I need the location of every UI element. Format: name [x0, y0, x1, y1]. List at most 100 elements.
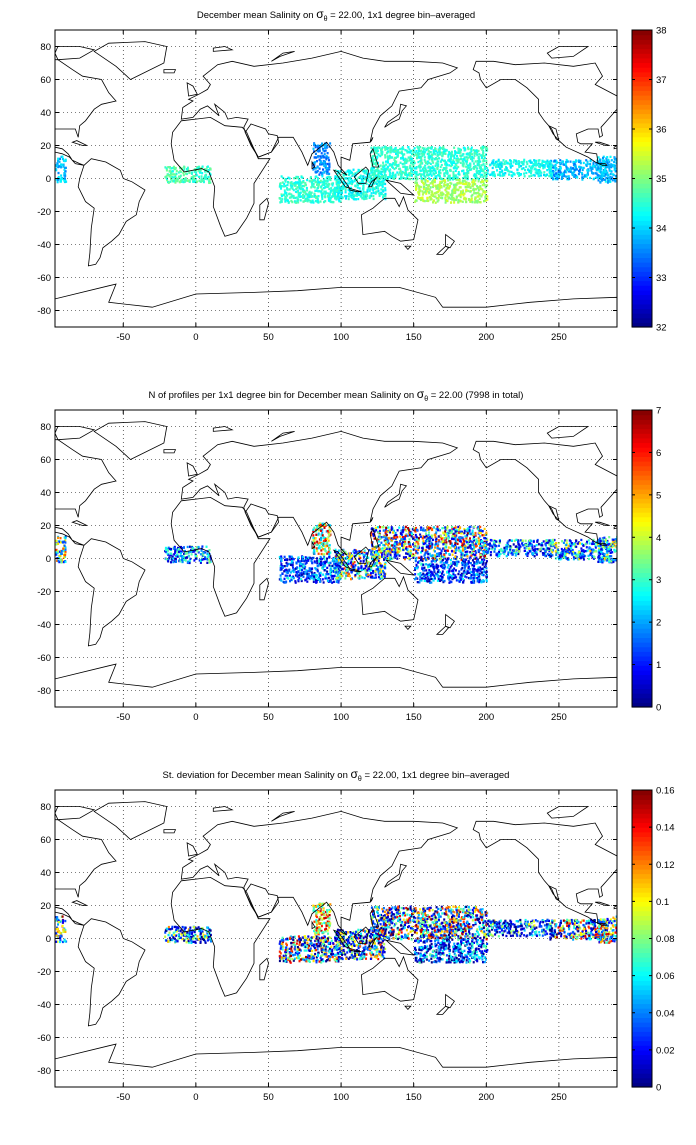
data-cell [306, 189, 308, 191]
data-cell [375, 192, 377, 194]
data-cell [478, 159, 480, 161]
data-cell [430, 186, 432, 188]
data-cell [62, 156, 64, 158]
data-cell [579, 542, 581, 544]
data-cell [426, 172, 428, 174]
data-cell [328, 192, 330, 194]
data-cell [572, 172, 574, 174]
data-cell [57, 537, 59, 539]
data-cell [460, 182, 462, 184]
data-cell [378, 540, 380, 542]
data-cell [578, 173, 580, 175]
data-cell [381, 151, 383, 153]
data-cell [370, 572, 372, 574]
data-cell [603, 160, 605, 162]
data-cell [326, 567, 328, 569]
data-cell [196, 181, 198, 183]
data-cell [55, 554, 57, 556]
data-cell [415, 185, 417, 187]
data-cell [402, 157, 404, 159]
data-cell [193, 550, 195, 552]
data-cell [351, 555, 353, 557]
data-cell [592, 165, 594, 167]
data-cell [611, 159, 613, 161]
data-cell [524, 175, 526, 177]
data-cell [395, 161, 397, 163]
data-cell [562, 553, 564, 555]
data-cell [456, 179, 458, 181]
data-cell [208, 182, 210, 184]
data-cell [431, 154, 433, 156]
data-cell [337, 192, 339, 194]
data-cell [376, 568, 378, 570]
data-cell [562, 549, 564, 551]
y-tick-label: 60 [40, 75, 51, 86]
data-cell [203, 552, 205, 554]
data-cell [384, 189, 386, 191]
data-cell [409, 159, 411, 161]
data-cell [582, 169, 584, 171]
colorbar-tick-label: 37 [656, 75, 667, 86]
data-cell [455, 170, 457, 172]
data-cell [494, 173, 496, 175]
data-cell [321, 188, 323, 190]
data-cell [351, 180, 353, 182]
data-cell [332, 195, 334, 197]
data-cell [397, 529, 399, 531]
data-cell [410, 168, 412, 170]
data-cell [446, 164, 448, 166]
data-cell [325, 157, 327, 159]
data-cell [300, 563, 302, 565]
data-cell [472, 160, 474, 162]
data-cell [517, 173, 519, 175]
data-cell [409, 165, 411, 167]
data-cell [573, 543, 575, 545]
data-cell [590, 169, 592, 171]
data-cell [565, 161, 567, 163]
data-cell [610, 173, 612, 175]
data-cell [322, 168, 324, 170]
data-cell [348, 195, 350, 197]
data-cell [287, 572, 289, 574]
data-cell [327, 573, 329, 575]
data-cell [458, 150, 460, 152]
data-cell [481, 181, 483, 183]
x-tick-label: 0 [193, 332, 198, 343]
data-cell [607, 180, 609, 182]
data-cell [350, 562, 352, 564]
data-cell [202, 166, 204, 168]
data-cell [614, 180, 616, 182]
data-cell [298, 184, 300, 186]
data-cell [378, 178, 380, 180]
data-cell [613, 549, 615, 551]
data-cell [57, 550, 59, 552]
data-cell [415, 179, 417, 181]
data-cell [453, 167, 455, 169]
data-cell [302, 565, 304, 567]
data-cell [576, 176, 578, 178]
data-cell [480, 176, 482, 178]
data-cell [379, 195, 381, 197]
data-cell [384, 566, 386, 568]
data-cell [376, 183, 378, 185]
data-cell [376, 190, 378, 192]
data-cell [284, 192, 286, 194]
data-cell [175, 180, 177, 182]
data-cell [315, 196, 317, 198]
data-cell [501, 170, 503, 172]
data-cell [328, 159, 330, 161]
data-cell [328, 166, 330, 168]
data-cell [600, 551, 602, 553]
data-cell [316, 190, 318, 192]
data-cell [518, 160, 520, 162]
data-cell [435, 148, 437, 150]
data-cell [320, 161, 322, 163]
data-cell [178, 176, 180, 178]
data-cell [445, 172, 447, 174]
data-cell [482, 152, 484, 154]
data-cell [291, 564, 293, 566]
data-cell [455, 526, 457, 528]
data-cell [455, 159, 457, 161]
data-cell [558, 170, 560, 172]
data-cell [462, 201, 464, 203]
